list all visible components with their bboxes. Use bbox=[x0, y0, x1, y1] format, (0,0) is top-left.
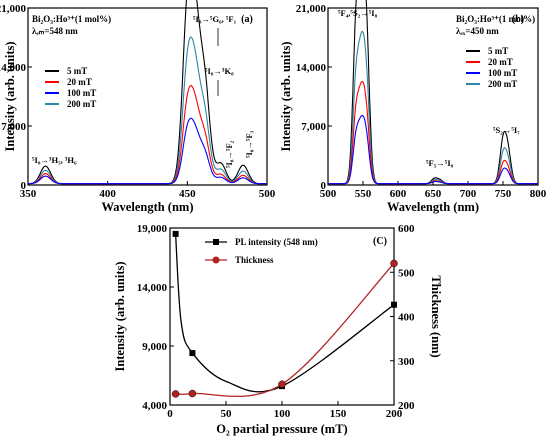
panel-c-data-point-pl bbox=[391, 301, 397, 308]
panel-a-frame bbox=[27, 7, 268, 186]
panel-a-x-tick-label: 500 bbox=[259, 188, 276, 200]
panel-b-legend-label: 100 mT bbox=[488, 68, 517, 78]
panel-a-x-tick-label: 400 bbox=[99, 188, 116, 200]
panel-b-annotation: ⁵F₅→⁵I₈ bbox=[426, 158, 454, 168]
panel-a-annotation: ⁵I₈→⁵F₃ bbox=[244, 130, 254, 158]
panel-b-series-100-mt bbox=[328, 114, 538, 185]
panel-a-header-line: Bi₂O₃:Ho³⁺(1 mol%) bbox=[32, 14, 111, 24]
panel-b-annotation: ⁵S₂→⁵I₇ bbox=[493, 125, 520, 135]
panel-c-y-tick-label: 19,000 bbox=[137, 223, 168, 235]
panel-b-legend-label: 20 mT bbox=[488, 57, 513, 67]
panel-b-x-tick-label: 700 bbox=[460, 188, 477, 200]
panel-b-y-tick-label: 7,000 bbox=[301, 121, 326, 133]
panel-c-legend-label: Thickness bbox=[235, 255, 274, 265]
panel-b-legend-label: 5 mT bbox=[488, 46, 508, 56]
panel-c-y-right-tick-label: 500 bbox=[398, 267, 415, 279]
panel-a-annotation: ⁵I₈→³K₈ bbox=[205, 66, 234, 76]
panel-b-x-tick-label: 800 bbox=[530, 188, 547, 200]
panel-a-legend-label: 20 mT bbox=[67, 77, 92, 87]
panel-c-x-tick-label: 100 bbox=[274, 408, 291, 420]
panel-c-y-right-tick-label: 300 bbox=[398, 356, 415, 368]
panel-b-y-tick-label: 0 bbox=[321, 180, 327, 192]
panel-a-annotation: ⁵I₈→⁵G₆, ⁵F₁ bbox=[193, 14, 237, 24]
panel-c-data-point-thickness bbox=[171, 390, 180, 398]
panel-b-y-tick-label: 14,000 bbox=[296, 62, 327, 74]
panel-b-annotation: ⁵F₄,⁵S₂→⁵I₈ bbox=[338, 8, 378, 18]
panel-c-y-tick-label: 14,000 bbox=[137, 282, 168, 294]
panel-b-series-200-mt bbox=[328, 30, 538, 185]
panel-c-y-right-tick-label: 600 bbox=[398, 223, 415, 235]
panel-c-series-line-thickness bbox=[175, 262, 395, 398]
panel-c-frame bbox=[169, 227, 395, 406]
panel-c-y-tick-label: 4,000 bbox=[142, 400, 167, 412]
panel-b-x-tick-label: 500 bbox=[320, 188, 337, 200]
panel-c-series-line-pl-intensity bbox=[174, 233, 395, 393]
panel-a-x-tick-label: 450 bbox=[179, 188, 196, 200]
panel-a-y-tick-label: 0 bbox=[21, 180, 27, 192]
panel-c-y-tick-label: 9,000 bbox=[142, 341, 167, 353]
panel-c-data-point-pl bbox=[189, 350, 196, 357]
panel-c-x-tick-label: 0 bbox=[167, 408, 173, 420]
panel-b-y-tick-label: 21,000 bbox=[296, 3, 327, 15]
panel-a-legend-label: 200 mT bbox=[67, 99, 96, 109]
panel-c-data-point-pl bbox=[172, 230, 179, 237]
panel-b-x-tick-label: 750 bbox=[495, 188, 512, 200]
panel-b-y-axis-label: Intensity (arb. units) bbox=[279, 41, 293, 151]
panel-a-x-axis-label: Wavelength (nm) bbox=[101, 200, 193, 214]
panel-c-panel-label: (C) bbox=[373, 236, 387, 247]
panel-a-legend-label: 5 mT bbox=[67, 66, 87, 76]
panel-b-x-tick-label: 550 bbox=[355, 188, 372, 200]
panel-a-x-tick-label: 350 bbox=[20, 188, 37, 200]
panel-b-x-tick-label: 650 bbox=[425, 188, 442, 200]
panel-c-legend-marker bbox=[212, 256, 220, 264]
panel-a-panel-label: (a) bbox=[241, 14, 253, 25]
panel-b-series-20-mt bbox=[328, 80, 538, 185]
panel-a-annotation: ⁵I₈→³H₅, ³H₆ bbox=[32, 155, 77, 165]
panel-a-y-tick-label: 14,000 bbox=[0, 62, 27, 74]
panel-b-x-axis-label: Wavelength (nm) bbox=[387, 200, 479, 214]
panel-c-data-point-thickness bbox=[188, 389, 197, 398]
panel-b-x-tick-label: 600 bbox=[390, 188, 407, 200]
panel-a-annotation: ⁵I₈→⁵F₂ bbox=[224, 140, 234, 168]
panel-c-y-right-tick-label: 200 bbox=[398, 400, 415, 412]
panel-a-legend-label: 100 mT bbox=[67, 88, 96, 98]
panel-c-data-point-thickness bbox=[390, 259, 398, 268]
panel-b-series-5-mt bbox=[328, 0, 538, 185]
panel-c-data-point-thickness bbox=[278, 380, 286, 388]
panel-c-x-tick-label: 50 bbox=[221, 408, 233, 420]
panel-c-x-axis-label: O₂ partial pressure (mT) bbox=[216, 422, 347, 436]
panel-b-legend-label: 200 mT bbox=[488, 79, 517, 89]
panel-c-y-axis-label: Intensity (arb. units) bbox=[113, 261, 127, 371]
panel-a-y-tick-label: 21,000 bbox=[0, 3, 27, 15]
panel-a-series-20-mt bbox=[28, 85, 267, 185]
panel-c-y-right-tick-label: 400 bbox=[398, 312, 415, 324]
panel-c-x-tick-label: 150 bbox=[330, 408, 347, 420]
panel-a-header-line: λₑₘ=548 nm bbox=[32, 26, 78, 36]
panel-b-panel-label: (b) bbox=[512, 14, 524, 25]
panel-c-legend-marker bbox=[213, 239, 219, 245]
panel-a-y-tick-label: 7,000 bbox=[1, 121, 26, 133]
panel-a-series-100-mt bbox=[28, 117, 267, 185]
panel-c-x-tick-label: 200 bbox=[386, 408, 403, 420]
panel-c-legend-label: PL intensity (548 nm) bbox=[235, 237, 318, 247]
panel-b-header-line: Bi₂O₃:Ho³⁺(1 mol%) bbox=[456, 14, 535, 24]
panel-c-y-right-axis-label: Thickness (nm) bbox=[429, 275, 443, 357]
panel-a-y-axis-label: Intensity (arb. units) bbox=[3, 41, 17, 151]
panel-b-header-line: λₑₓ=450 nm bbox=[456, 26, 499, 36]
